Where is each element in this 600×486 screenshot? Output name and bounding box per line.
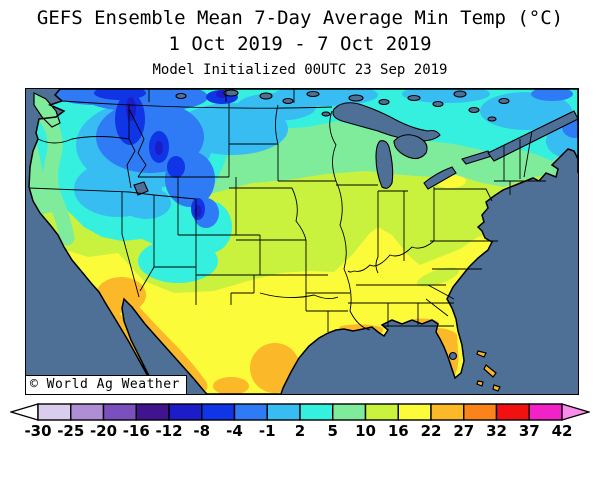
colorbar-tick-label: 16 <box>387 422 409 440</box>
colorbar-tick-label: 32 <box>486 422 507 440</box>
colorbar-tick-label: 27 <box>453 422 475 440</box>
colorbar-tick-label: 22 <box>420 422 442 440</box>
colorbar-tick-label: 5 <box>327 422 338 440</box>
colorbar-tick-label: 37 <box>518 422 540 440</box>
map-figure: © World Ag Weather <box>25 88 579 395</box>
colorbar-tick-label: -30 <box>24 422 52 440</box>
colorbar-tick-label: -12 <box>155 422 183 440</box>
colorbar-tick-label: 2 <box>294 422 306 440</box>
us-temperature-map <box>26 89 578 394</box>
colorbar-tick-label: 42 <box>551 422 573 440</box>
colorbar-svg <box>8 403 592 421</box>
state-borders-layer <box>28 89 546 332</box>
colorbar-tick-label: -4 <box>226 422 243 440</box>
lakes-layer <box>133 89 578 361</box>
watermark: © World Ag Weather <box>26 375 187 394</box>
colorbar-tick-label: -20 <box>89 422 118 440</box>
chart-date-range: 1 Oct 2019 - 7 Oct 2019 <box>168 33 432 55</box>
colorbar-tick-label: -16 <box>122 422 150 440</box>
islands-layer <box>33 92 501 392</box>
model-init-label: Model Initialized 00UTC 23 Sep 2019 <box>152 62 448 78</box>
colorbar-tick-label: -8 <box>193 422 211 440</box>
colorbar-labels: -30 -25 -20 -16 -12 -8 -4 -1 2 5 10 16 22 27 32 37 42 <box>10 422 590 442</box>
colorbar-tick-label: -1 <box>258 422 276 440</box>
colorbar-tick-label: -25 <box>57 422 85 440</box>
colorbar-tick-label: 10 <box>355 422 376 440</box>
chart-title: GEFS Ensemble Mean 7-Day Average Min Tem… <box>36 7 564 29</box>
colorbar: -30 -25 -20 -16 -12 -8 -4 -1 2 5 10 16 22 27 32 37 42 <box>8 403 592 445</box>
